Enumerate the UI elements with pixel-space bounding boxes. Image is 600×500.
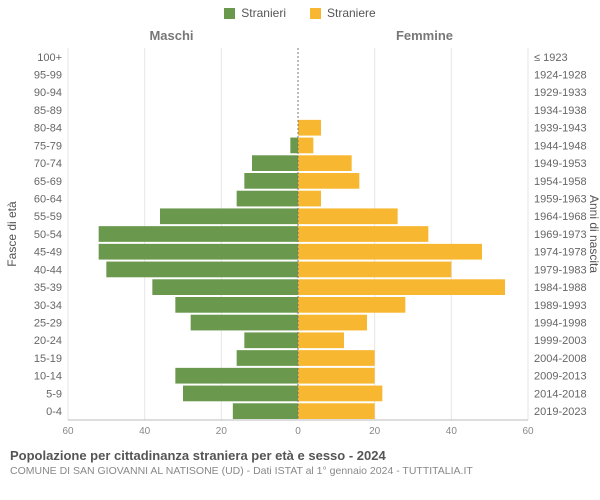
bar-male (99, 244, 298, 260)
bar-male (191, 315, 298, 331)
bar-female (298, 332, 344, 348)
year-label: 2014-2018 (534, 388, 587, 400)
bar-male (237, 191, 298, 207)
bar-female (298, 120, 321, 136)
legend-item-male: Stranieri (224, 6, 286, 20)
age-label: 50-54 (34, 229, 62, 241)
bar-male (290, 138, 298, 154)
age-label: 5-9 (46, 388, 62, 400)
svg-text:0: 0 (295, 426, 301, 437)
bar-female (298, 208, 398, 224)
age-label: 15-19 (34, 353, 62, 365)
age-label: 10-14 (34, 371, 62, 383)
bar-female (298, 386, 382, 402)
year-label: 1994-1998 (534, 318, 587, 330)
year-label: 1954-1958 (534, 176, 587, 188)
svg-text:40: 40 (139, 426, 151, 437)
bar-female (298, 173, 359, 189)
bar-male (152, 279, 298, 295)
swatch-female (310, 8, 321, 19)
bar-female (298, 403, 375, 419)
year-label: 1959-1963 (534, 194, 587, 206)
legend-item-female: Straniere (310, 6, 376, 20)
bar-female (298, 368, 375, 384)
svg-text:60: 60 (62, 426, 74, 437)
age-label: 30-34 (34, 300, 62, 312)
svg-text:60: 60 (522, 426, 534, 437)
chart-svg: Maschi Femmine 60 60 40 40 20 20 0 0-4 2019-2023 5-… (0, 24, 600, 444)
bar-female (298, 226, 428, 242)
svg-text:20: 20 (216, 426, 228, 437)
age-label: 45-49 (34, 247, 62, 259)
chart-subtitle: COMUNE DI SAN GIOVANNI AL NATISONE (UD) … (10, 465, 590, 479)
year-label: 1939-1943 (534, 123, 587, 135)
bar-male (237, 350, 298, 366)
bar-female (298, 191, 321, 207)
header-femmine: Femmine (396, 28, 453, 43)
age-label: 0-4 (46, 406, 62, 418)
year-label: 1984-1988 (534, 282, 587, 294)
year-label: 1929-1933 (534, 87, 587, 99)
bar-male (106, 262, 298, 278)
year-label: 1989-1993 (534, 300, 587, 312)
bar-male (252, 155, 298, 171)
bar-male (160, 208, 298, 224)
svg-text:40: 40 (446, 426, 458, 437)
age-label: 55-59 (34, 211, 62, 223)
bar-female (298, 297, 405, 313)
year-label: 1974-1978 (534, 247, 587, 259)
year-label: ≤ 1923 (534, 52, 568, 64)
year-label: 2004-2008 (534, 353, 587, 365)
bar-male (233, 403, 298, 419)
age-label: 100+ (37, 52, 62, 64)
bar-female (298, 155, 352, 171)
year-label: 1979-1983 (534, 264, 587, 276)
age-label: 25-29 (34, 318, 62, 330)
y-right-title: Anni di nascita (587, 195, 600, 273)
legend: Stranieri Straniere (0, 0, 600, 24)
age-label: 65-69 (34, 176, 62, 188)
age-label: 20-24 (34, 335, 62, 347)
age-label: 40-44 (34, 264, 62, 276)
pyramid-chart: Maschi Femmine 60 60 40 40 20 20 0 0-4 2019-2023 5-… (0, 24, 600, 444)
footer: Popolazione per cittadinanza straniera p… (0, 444, 600, 479)
bar-female (298, 262, 451, 278)
age-label: 80-84 (34, 123, 62, 135)
bar-male (244, 332, 298, 348)
year-label: 1949-1953 (534, 158, 587, 170)
year-label: 1934-1938 (534, 105, 587, 117)
year-label: 1999-2003 (534, 335, 587, 347)
age-label: 85-89 (34, 105, 62, 117)
age-label: 60-64 (34, 194, 62, 206)
legend-label-female: Straniere (327, 6, 376, 20)
bar-male (99, 226, 298, 242)
bar-female (298, 315, 367, 331)
year-label: 1969-1973 (534, 229, 587, 241)
age-label: 90-94 (34, 87, 62, 99)
year-label: 2009-2013 (534, 371, 587, 383)
year-label: 1944-1948 (534, 140, 587, 152)
age-label: 75-79 (34, 140, 62, 152)
year-label: 1924-1928 (534, 70, 587, 82)
bar-female (298, 279, 505, 295)
age-label: 35-39 (34, 282, 62, 294)
bar-female (298, 244, 482, 260)
bar-male (175, 297, 298, 313)
bar-male (244, 173, 298, 189)
bar-female (298, 350, 375, 366)
year-label: 1964-1968 (534, 211, 587, 223)
chart-title: Popolazione per cittadinanza straniera p… (10, 448, 590, 465)
legend-label-male: Stranieri (241, 6, 286, 20)
y-left-title: Fasce di età (5, 201, 19, 267)
year-label: 2019-2023 (534, 406, 587, 418)
bar-male (183, 386, 298, 402)
svg-text:20: 20 (369, 426, 381, 437)
bar-female (298, 138, 313, 154)
header-maschi: Maschi (149, 28, 193, 43)
bar-male (175, 368, 298, 384)
age-label: 95-99 (34, 70, 62, 82)
age-label: 70-74 (34, 158, 62, 170)
swatch-male (224, 8, 235, 19)
